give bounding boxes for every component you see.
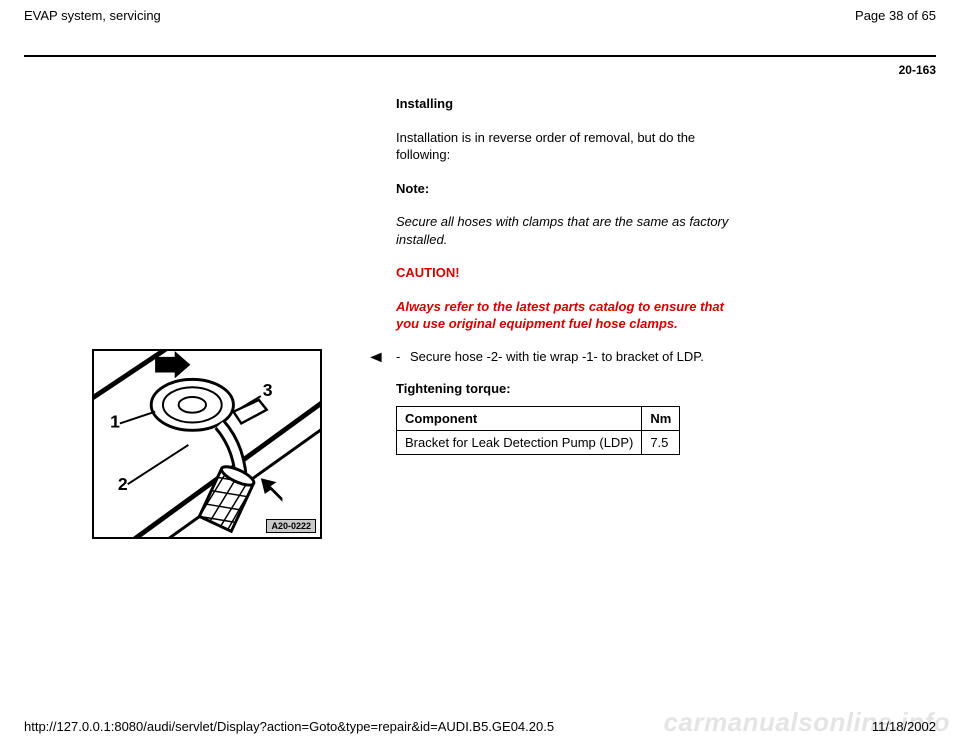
note-text: Secure all hoses with clamps that are th… [396,213,736,248]
note-heading: Note: [396,180,736,198]
bullet-dash: - [396,349,410,364]
page-code: 20-163 [24,63,936,77]
fig-label-3: 3 [263,380,273,400]
caution-text: Always refer to the latest parts catalog… [396,298,736,333]
footer-url: http://127.0.0.1:8080/audi/servlet/Displ… [24,719,554,734]
header-rule [24,55,936,57]
caution-heading: CAUTION! [396,264,736,282]
ldp-svg: 1 2 3 [94,351,320,537]
bullet-text: Secure hose -2- with tie wrap -1- to bra… [410,349,704,364]
table-row: Bracket for Leak Detection Pump (LDP) 7.… [397,430,680,454]
arrow-icon: ◄ [368,349,386,367]
torque-table: Component Nm Bracket for Leak Detection … [396,406,680,455]
fig-label-2: 2 [118,474,128,494]
footer-date: 11/18/2002 [872,719,936,734]
installing-heading: Installing [396,95,736,113]
page-info: Page 38 of 65 [855,8,936,23]
torque-title: Tightening torque: [396,381,736,396]
right-column: Installing Installation is in reverse or… [384,95,936,455]
th-component: Component [397,406,642,430]
left-column: 1 2 3 A20-0222 [24,95,384,539]
header-row: EVAP system, servicing Page 38 of 65 [24,8,936,23]
fig-label-1: 1 [110,411,120,431]
ldp-figure: 1 2 3 A20-0222 [92,349,322,539]
figure-tag: A20-0222 [266,519,316,533]
table-header-row: Component Nm [397,406,680,430]
th-nm: Nm [642,406,680,430]
footer-row: http://127.0.0.1:8080/audi/servlet/Displ… [24,719,936,734]
bullet-row: ◄ - Secure hose -2- with tie wrap -1- to… [368,349,736,367]
doc-title: EVAP system, servicing [24,8,161,23]
td-nm: 7.5 [642,430,680,454]
page-container: EVAP system, servicing Page 38 of 65 20-… [0,0,960,742]
installing-text: Installation is in reverse order of remo… [396,129,736,164]
content-columns: 1 2 3 A20-0222 Installing Installation i… [24,95,936,539]
td-component: Bracket for Leak Detection Pump (LDP) [397,430,642,454]
